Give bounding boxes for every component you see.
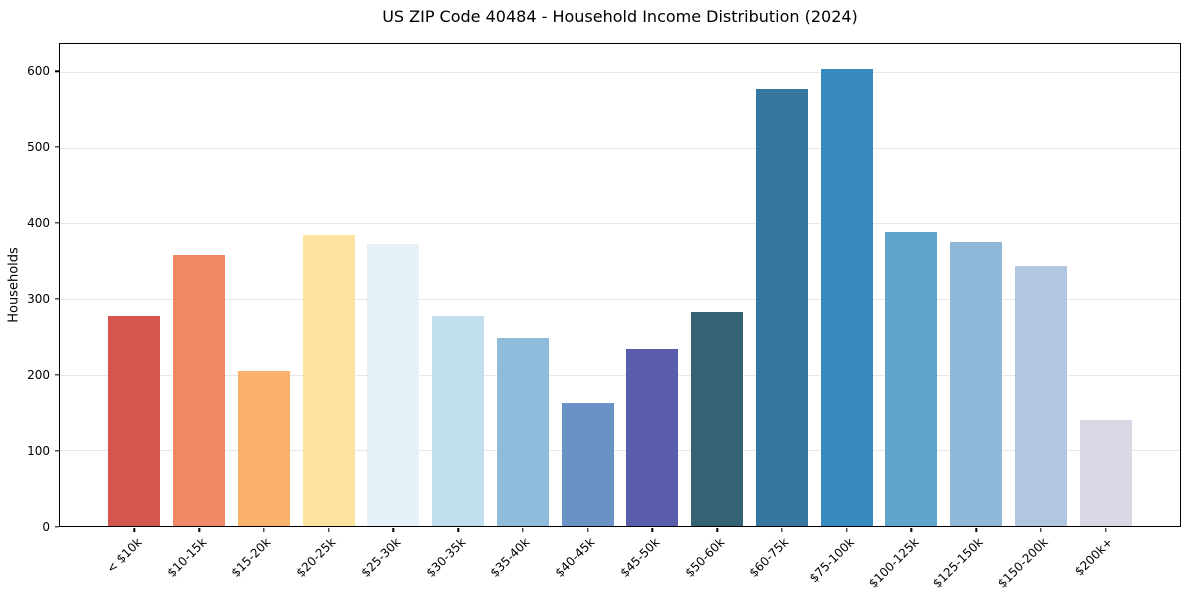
x-tick-mark xyxy=(975,527,977,532)
plot-area: < $10k $10-15k $15-20k $20-25k $25-30k $30-35… xyxy=(59,43,1181,590)
bar-slot: $20-25k xyxy=(294,44,361,580)
bar-$60-75k xyxy=(755,89,808,526)
x-tick-mark xyxy=(327,527,330,532)
bar-slot: < $10k xyxy=(102,44,167,576)
gridline xyxy=(60,147,1180,149)
bar-slot: $15-20k xyxy=(229,44,297,580)
x-tick-mark xyxy=(716,527,718,532)
x-tick-mark xyxy=(910,527,913,532)
x-tick-mark xyxy=(198,527,200,532)
x-tick-mark xyxy=(1104,527,1107,532)
y-tick-label: 300 xyxy=(27,292,50,307)
y-axis: 0 100 200 300 400 500 600 xyxy=(0,43,59,534)
x-tick-label: $150-200k xyxy=(995,535,1051,590)
bar-$15-20k xyxy=(237,370,290,526)
bar-$40-45k xyxy=(561,403,614,526)
x-tick-label: $100-125k xyxy=(865,535,922,590)
y-tick-mark xyxy=(55,374,59,376)
gridline xyxy=(60,223,1180,225)
bar-slot: $45-50k xyxy=(617,44,685,580)
y-tick-mark xyxy=(55,526,59,528)
x-tick-mark xyxy=(457,527,459,532)
x-tick-label: $40-45k xyxy=(552,535,598,580)
x-tick-label: $200k+ xyxy=(1072,535,1116,579)
gridline xyxy=(60,71,1180,73)
y-tick-label: 100 xyxy=(27,444,50,459)
y-tick-mark xyxy=(55,298,59,300)
bar-$125-150k xyxy=(950,241,1003,526)
x-tick-mark xyxy=(651,527,654,532)
x-tick-label: < $10k xyxy=(103,535,145,576)
x-tick-label: $35-40k xyxy=(487,535,533,580)
gridline xyxy=(60,450,1180,452)
bar-slot: $10-15k xyxy=(164,44,232,580)
bar-< $10k xyxy=(108,316,161,526)
y-tick-label: 0 xyxy=(42,520,50,534)
bar-$50-60k xyxy=(691,311,744,526)
y-tick-label: 200 xyxy=(27,368,50,383)
bar-slot: $60-75k xyxy=(747,44,815,580)
bar-slot: $200k+ xyxy=(1072,44,1138,579)
x-tick-mark xyxy=(522,527,524,532)
x-tick-mark xyxy=(263,527,265,532)
bar-slot: $30-35k xyxy=(423,44,491,580)
bar-$20-25k xyxy=(302,234,355,526)
x-tick-label: $30-35k xyxy=(423,535,469,580)
bar-slot: $100-125k xyxy=(866,44,944,590)
bar-$25-30k xyxy=(367,243,420,526)
x-tick-label: $75-100k xyxy=(806,535,857,586)
y-tick-mark xyxy=(55,146,59,148)
x-tick-label: $25-30k xyxy=(358,535,404,580)
y-tick-mark xyxy=(55,70,59,72)
bar-$45-50k xyxy=(626,348,679,526)
bar-$75-100k xyxy=(820,68,873,526)
bar-slot: $35-40k xyxy=(488,44,556,580)
y-tick-mark xyxy=(55,450,59,452)
bar-slot: $25-30k xyxy=(358,44,426,580)
bars-container: < $10k $10-15k $15-20k $20-25k $25-30k $30-35… xyxy=(60,44,1180,590)
x-tick-label: $60-75k xyxy=(746,535,792,580)
x-tick-label: $125-150k xyxy=(930,535,987,590)
x-tick-mark xyxy=(845,527,848,532)
x-tick-label: $45-50k xyxy=(617,535,663,580)
x-tick-mark xyxy=(781,527,783,532)
gridline xyxy=(60,298,1180,300)
x-tick-label: $10-15k xyxy=(164,535,210,580)
x-tick-mark xyxy=(1040,527,1042,532)
bar-$100-125k xyxy=(885,231,938,526)
y-tick-label: 400 xyxy=(27,216,50,231)
y-tick-label: 500 xyxy=(27,140,50,155)
x-tick-mark xyxy=(586,527,589,532)
bar-slot: $40-45k xyxy=(553,44,620,580)
bar-slot: $75-100k xyxy=(806,44,879,585)
y-tick-label: 600 xyxy=(27,64,50,79)
bar-$150-200k xyxy=(1014,265,1067,526)
x-tick-label: $50-60k xyxy=(682,535,728,580)
bar-$10-15k xyxy=(173,255,226,526)
bar-slot: $150-200k xyxy=(995,44,1074,590)
bar-slot: $50-60k xyxy=(682,44,750,580)
bar-$35-40k xyxy=(496,338,549,526)
x-tick-mark xyxy=(133,527,136,532)
chart-title: US ZIP Code 40484 - Household Income Dis… xyxy=(382,7,858,26)
y-tick-mark xyxy=(55,222,59,224)
bar-slot: $125-150k xyxy=(930,44,1009,590)
bar-$30-35k xyxy=(432,316,485,526)
gridline xyxy=(60,374,1180,376)
bar-$200k+ xyxy=(1079,420,1132,526)
x-tick-label: $20-25k xyxy=(293,535,339,580)
x-tick-label: $15-20k xyxy=(228,535,274,580)
x-tick-mark xyxy=(392,527,395,532)
